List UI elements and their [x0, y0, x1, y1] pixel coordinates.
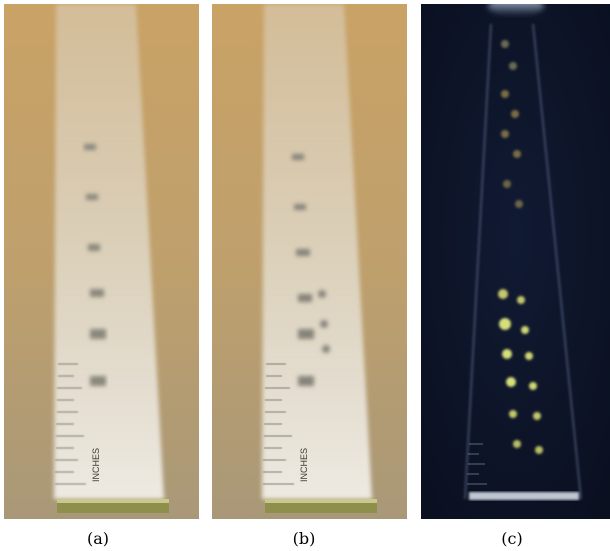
ruler-photo-a: INCHES	[4, 4, 199, 519]
ruler-unit-label: INCHES	[299, 448, 309, 482]
ruler-ticks-dark	[467, 443, 487, 485]
ruler-edges	[464, 23, 582, 500]
photo-panel-b: INCHES	[212, 4, 407, 519]
difference-image-c	[421, 4, 610, 519]
ruler-marks-blurred	[292, 154, 330, 386]
ruler-marks-blurred	[84, 144, 106, 386]
ruler-body	[262, 4, 372, 499]
photo-panel-c	[421, 4, 610, 519]
dark-background	[421, 4, 610, 519]
ruler-ticks	[263, 363, 294, 485]
caption-a: (a)	[86, 529, 110, 548]
ruler-unit-label: INCHES	[91, 448, 101, 482]
ruler-tip-bright	[469, 492, 579, 500]
ruler-photo-b: INCHES	[212, 4, 407, 519]
top-glare	[488, 4, 544, 16]
caption-b: (b)	[292, 529, 316, 548]
photo-panel-a: INCHES	[4, 4, 199, 519]
ruler-ticks	[55, 363, 86, 485]
ruler-body	[54, 4, 164, 499]
caption-c: (c)	[501, 529, 523, 548]
highlight-dots	[498, 40, 543, 454]
